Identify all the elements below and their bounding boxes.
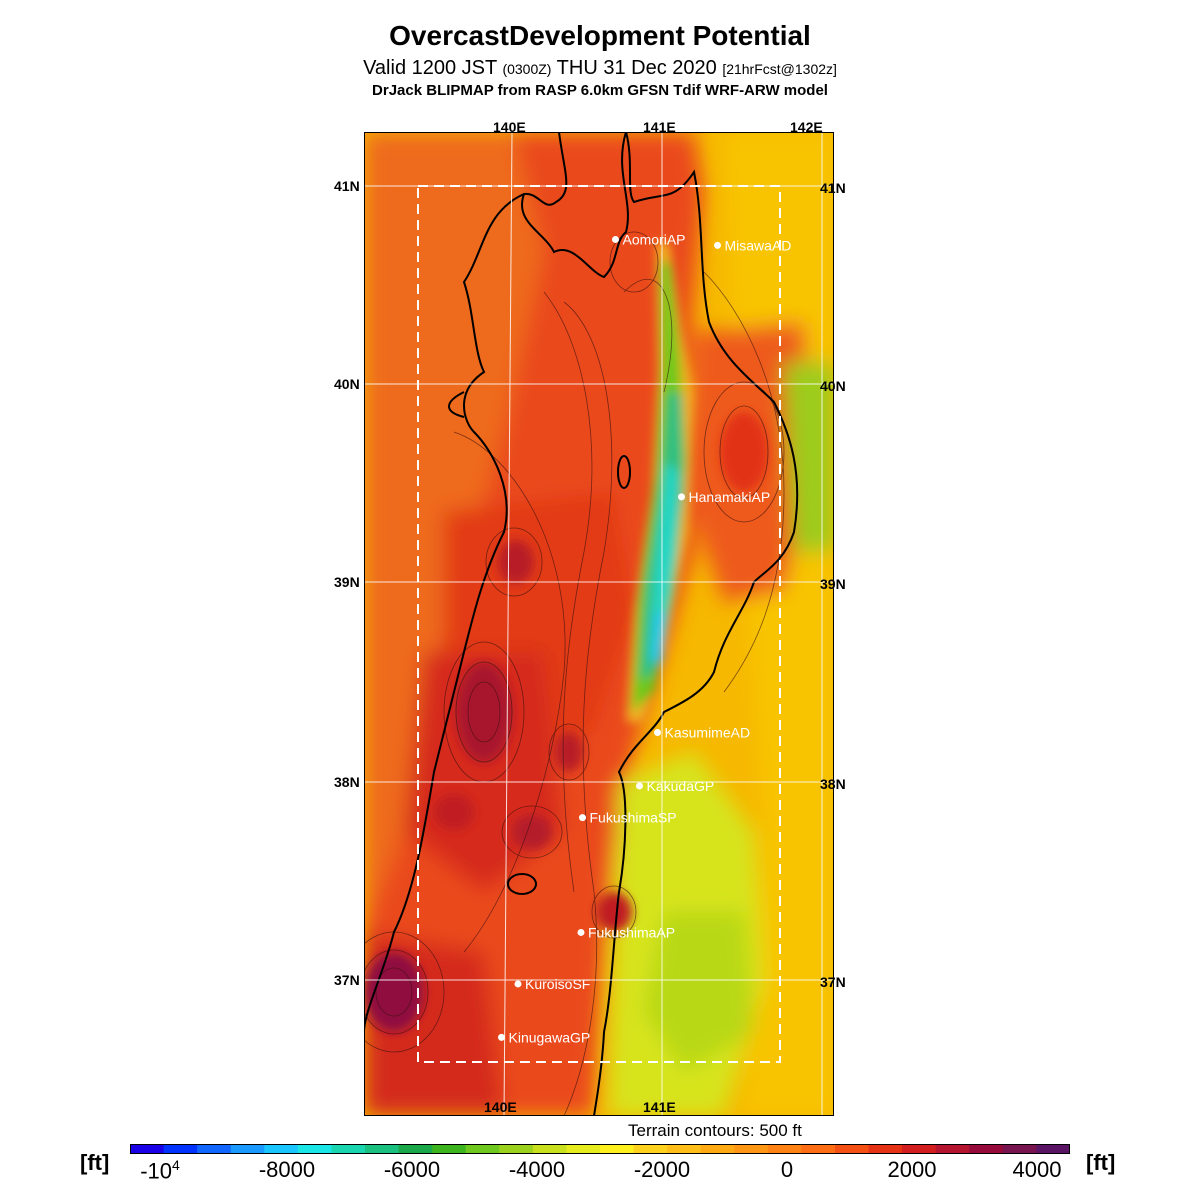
station-dot — [636, 782, 643, 790]
station-label: AomoriAP — [623, 231, 686, 247]
valid-time: Valid 1200 JST — [363, 57, 497, 79]
colorbar-unit-left: [ft] — [80, 1150, 110, 1175]
station-label: MisawaAD — [725, 237, 792, 253]
lat-label-left-39: 39N — [334, 574, 360, 590]
colorbar-swatch — [163, 1144, 198, 1154]
colorbar-tick-label: 0 — [780, 1157, 794, 1182]
colorbar-swatch — [667, 1144, 702, 1154]
colorbar-tick-label: -8000 — [258, 1157, 316, 1182]
lat-label-left-41: 41N — [334, 178, 360, 194]
colorbar-swatch — [969, 1144, 1004, 1154]
colorbar-swatch — [331, 1144, 366, 1154]
colorbar-swatch — [230, 1144, 265, 1154]
lon-label-top-140: 140E — [493, 119, 526, 135]
station-label: KakudaGP — [647, 778, 715, 794]
lon-label-top-141: 141E — [643, 119, 676, 135]
colorbar-swatch — [566, 1144, 601, 1154]
colorbar — [130, 1144, 1070, 1154]
colorbar-swatch — [532, 1144, 567, 1154]
colorbar-swatch — [767, 1144, 802, 1154]
colorbar-tick-label: 2000 — [887, 1157, 937, 1182]
colorbar-tick-label: -2000 — [633, 1157, 691, 1182]
colorbar-swatch — [499, 1144, 534, 1154]
forecast-run: [21hrFcst@1302z] — [722, 61, 837, 77]
lat-label-left-40: 40N — [334, 376, 360, 392]
colorbar-swatch — [734, 1144, 769, 1154]
station-dot — [678, 493, 685, 501]
colorbar-swatch — [700, 1144, 735, 1154]
model-subtitle: DrJack BLIPMAP from RASP 6.0km GFSN Tdif… — [372, 82, 828, 99]
colorbar-swatch — [868, 1144, 903, 1154]
inner-domain-box — [417, 185, 781, 1063]
lon-label-bottom-140: 140E — [484, 1099, 517, 1115]
lat-label-right-40: 40N — [820, 378, 846, 394]
station-label: KasumimeAD — [665, 724, 751, 740]
colorbar-swatch — [130, 1144, 165, 1154]
station-dot — [612, 235, 619, 243]
colorbar-swatch — [1002, 1144, 1037, 1154]
station-markers: AomoriAP MisawaAD HanamakiAP KasumimeAD Kaku… — [498, 231, 791, 1045]
forecast-date: THU 31 Dec 2020 — [556, 57, 717, 79]
station-dot — [654, 728, 661, 736]
colorbar-swatch — [432, 1144, 467, 1154]
station-dot — [579, 814, 586, 822]
forecast-map: AomoriAP MisawaAD HanamakiAP KasumimeAD Kaku… — [364, 132, 834, 1116]
colorbar-swatch — [398, 1144, 433, 1154]
colorbar-tick-label: -104 — [140, 1157, 180, 1184]
station-dot — [498, 1033, 505, 1041]
colorbar-swatch — [297, 1144, 332, 1154]
colorbar-tick-label: -6000 — [383, 1157, 441, 1182]
station-label: FukushimaSP — [590, 810, 677, 826]
potential-field — [364, 132, 834, 1116]
colorbar-swatch — [600, 1144, 635, 1154]
station-label: KuroisoSF — [525, 976, 590, 992]
colorbar-swatch — [1036, 1144, 1070, 1154]
page-title: OvercastDevelopment Potential — [389, 20, 811, 51]
station-dot — [577, 928, 585, 936]
terrain-contour-note: Terrain contours: 500 ft — [628, 1121, 802, 1140]
colorbar-tick-label: -4000 — [508, 1157, 566, 1182]
colorbar-unit-right: [ft] — [1086, 1150, 1116, 1175]
lat-label-left-38: 38N — [334, 774, 360, 790]
colorbar-swatch — [801, 1144, 836, 1154]
utc-time: (0300Z) — [502, 61, 552, 77]
station-label: HanamakiAP — [689, 489, 771, 505]
colorbar-swatch — [902, 1144, 937, 1154]
station-label: FukushimaAP — [588, 924, 675, 940]
lon-label-bottom-141: 141E — [643, 1099, 676, 1115]
colorbar-swatch — [835, 1144, 870, 1154]
terrain-contours — [364, 231, 785, 1116]
high-spots — [364, 412, 768, 1032]
colorbar-swatch — [365, 1144, 400, 1154]
valid-time-subtitle: Valid 1200 JST (0300Z) THU 31 Dec 2020 [… — [0, 57, 1200, 80]
colorbar-tick-label: 4000 — [1012, 1157, 1062, 1182]
lon-label-top-142: 142E — [790, 119, 823, 135]
colorbar-swatch — [935, 1144, 970, 1154]
station-label: KinugawaGP — [509, 1029, 591, 1045]
colorbar-swatch — [197, 1144, 232, 1154]
station-dot — [514, 980, 522, 988]
lat-label-right-37: 37N — [820, 974, 846, 990]
lat-label-right-39: 39N — [820, 576, 846, 592]
lat-label-left-37: 37N — [334, 972, 360, 988]
lat-label-right-41: 41N — [820, 180, 846, 196]
colorbar-swatch — [465, 1144, 500, 1154]
colorbar-swatch — [264, 1144, 299, 1154]
lat-label-right-38: 38N — [820, 776, 846, 792]
colorbar-swatch — [633, 1144, 668, 1154]
station-dot — [714, 241, 721, 249]
